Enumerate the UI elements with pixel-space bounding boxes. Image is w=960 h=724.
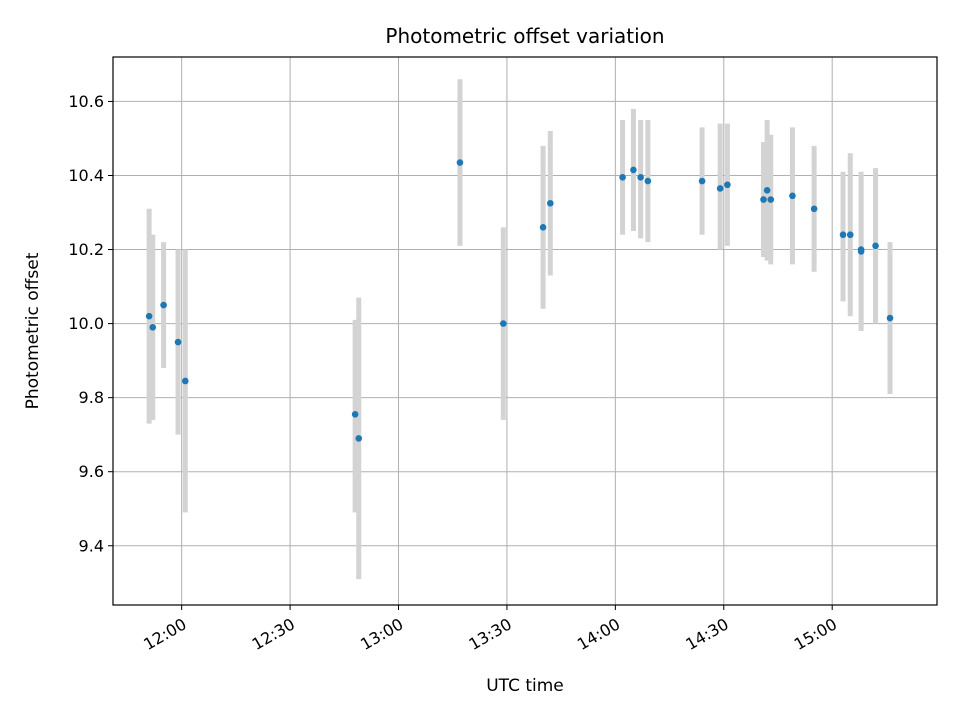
- data-point: [716, 185, 724, 192]
- y-tick-label: 10.0: [68, 314, 104, 333]
- data-point: [789, 192, 796, 200]
- data-point: [872, 242, 879, 250]
- data-point: [619, 174, 626, 181]
- data-point: [886, 314, 894, 322]
- data-point: [145, 312, 153, 320]
- data-point: [724, 181, 731, 189]
- y-tick-label: 10.6: [68, 92, 104, 111]
- data-point: [763, 186, 771, 194]
- data-point: [500, 320, 507, 327]
- data-point: [630, 166, 637, 174]
- data-point: [637, 174, 644, 181]
- y-tick-label: 10.4: [68, 166, 104, 185]
- x-axis-label: UTC time: [486, 676, 564, 696]
- data-point: [355, 435, 363, 442]
- data-point: [456, 159, 464, 166]
- data-point: [546, 199, 554, 207]
- data-point: [174, 338, 182, 346]
- data-point: [857, 248, 865, 255]
- y-tick-label: 9.4: [79, 536, 104, 555]
- data-point: [839, 231, 847, 239]
- y-tick-label: 10.2: [68, 240, 104, 259]
- data-point: [698, 177, 706, 185]
- data-point: [351, 411, 359, 418]
- plot-frame: [112, 56, 938, 606]
- data-point: [539, 224, 547, 231]
- data-point: [810, 205, 818, 213]
- data-point: [160, 301, 167, 309]
- data-point: [181, 377, 189, 385]
- y-axis-label: Photometric offset: [23, 252, 43, 409]
- data-point: [767, 196, 775, 203]
- data-points: [145, 159, 894, 442]
- y-tick-label: 9.8: [79, 388, 104, 407]
- data-point: [760, 196, 767, 203]
- chart-title: Photometric offset variation: [385, 24, 664, 48]
- data-point: [644, 177, 652, 185]
- grid: [113, 57, 937, 605]
- y-axis: 9.4 9.6 9.8 10.0 10.2 10.4 10.6: [68, 92, 113, 555]
- data-point: [846, 231, 854, 239]
- y-tick-label: 9.6: [79, 462, 104, 481]
- data-point: [149, 323, 157, 331]
